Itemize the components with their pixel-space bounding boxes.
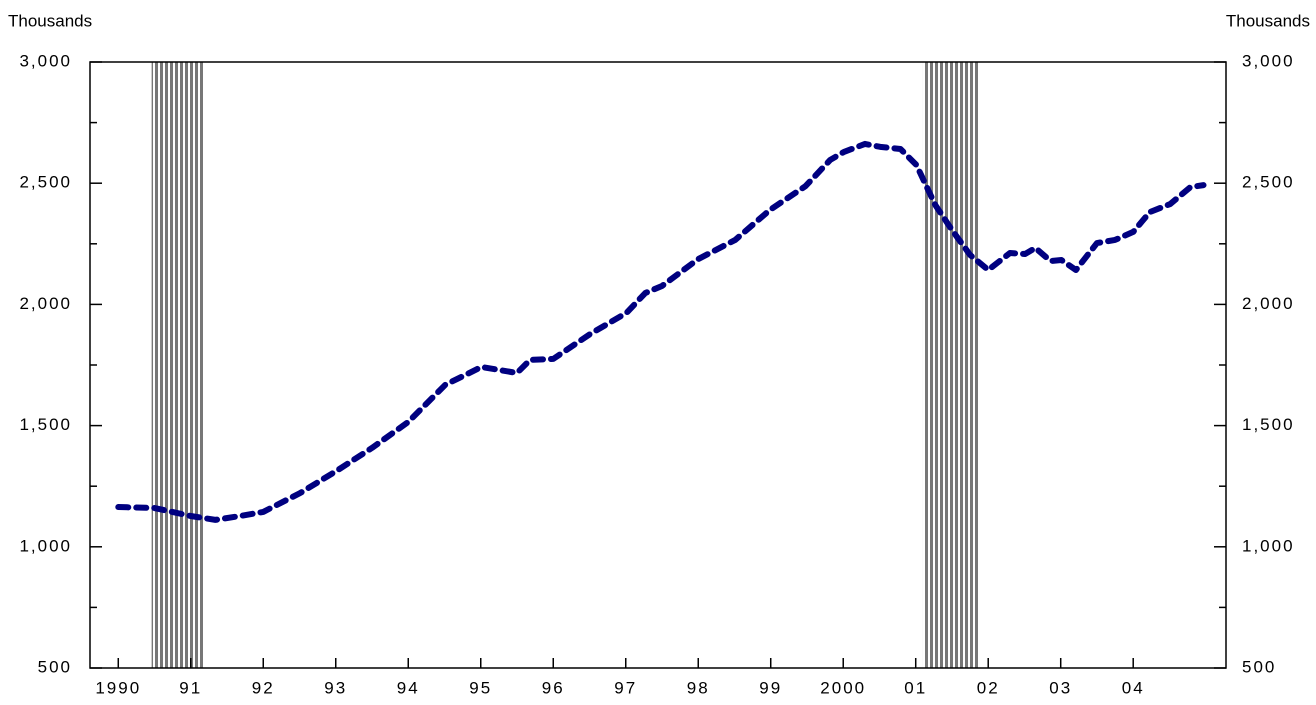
x-tick-label: 03: [1049, 678, 1072, 697]
y2-tick-label: 1,000: [1242, 536, 1295, 555]
y-tick-label: 1,000: [19, 536, 72, 555]
x-tick-label: 04: [1122, 678, 1145, 697]
x-tick-label: 1990: [95, 678, 141, 697]
y2-tick-label: 2,500: [1242, 173, 1295, 192]
y2-tick-label: 3,000: [1242, 51, 1295, 70]
x-tick-label: 92: [252, 678, 275, 697]
recession-band: [151, 62, 205, 668]
x-tick-label: 2000: [820, 678, 866, 697]
x-tick-label: 94: [397, 678, 420, 697]
x-tick-label: 96: [542, 678, 565, 697]
x-tick-label: 91: [179, 678, 202, 697]
plot-frame: [89, 61, 1227, 669]
x-tick-label: 98: [687, 678, 710, 697]
y2-tick-label: 1,500: [1242, 415, 1295, 434]
y-tick-label: 1,500: [19, 415, 72, 434]
x-tick-label: 97: [614, 678, 637, 697]
x-tick-label: 99: [759, 678, 782, 697]
y2-tick-label: 500: [1242, 657, 1276, 676]
recession-band: [922, 62, 979, 668]
data-line: [115, 140, 1207, 523]
y-tick-label: 500: [38, 657, 72, 676]
x-tick-label: 02: [977, 678, 1000, 697]
y2-tick-label: 2,000: [1242, 294, 1295, 313]
y-tick-label: 2,000: [19, 294, 72, 313]
y-tick-label: 2,500: [19, 173, 72, 192]
y2-axis-label: Thousands: [1226, 11, 1310, 30]
x-tick-label: 93: [324, 678, 347, 697]
x-tick-label: 01: [904, 678, 927, 697]
y-tick-label: 3,000: [19, 51, 72, 70]
y-axis-label: Thousands: [8, 11, 92, 30]
x-tick-label: 95: [469, 678, 492, 697]
